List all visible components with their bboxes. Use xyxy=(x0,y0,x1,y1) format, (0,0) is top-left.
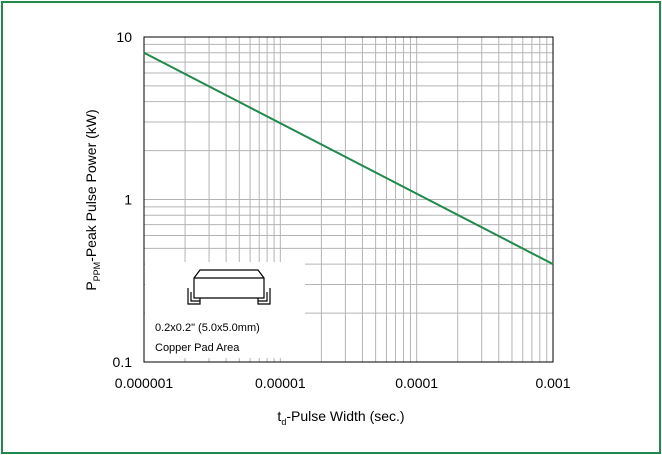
y-tick-label: 10 xyxy=(116,29,132,45)
y-axis-label-subscript: PPM xyxy=(92,262,102,282)
x-axis-label: td-Pulse Width (sec.) xyxy=(277,408,404,427)
y-axis-label-main: P xyxy=(83,281,99,290)
x-tick-labels: 0.000001 0.00001 0.0001 0.001 xyxy=(115,375,571,391)
inset-label-size: 0.2x0.2" (5.0x5.0mm) xyxy=(155,322,260,334)
x-axis-label-subscript: d xyxy=(281,417,286,427)
plot-border xyxy=(143,36,554,363)
x-axis-label-main: t xyxy=(277,408,281,424)
x-tick-label: 0.0001 xyxy=(395,375,438,391)
x-axis-label-rest: -Pulse Width (sec.) xyxy=(286,408,404,424)
x-tick-label: 0.001 xyxy=(535,375,570,391)
y-tick-labels: 10 1 0.1 xyxy=(113,29,133,370)
series-layer xyxy=(143,51,554,266)
x-tick-label: 0.000001 xyxy=(115,375,174,391)
smd-package-icon xyxy=(187,269,271,305)
y-axis-label-rest: -Peak Pulse Power (kW) xyxy=(83,109,99,261)
y-tick-label: 0.1 xyxy=(113,354,133,370)
inset-box: 0.2x0.2" (5.0x5.0mm) Copper Pad Area xyxy=(145,262,305,358)
inset-label-area: Copper Pad Area xyxy=(155,342,240,354)
y-axis-label: PPPM-Peak Pulse Power (kW) xyxy=(83,109,102,290)
x-tick-label: 0.00001 xyxy=(255,375,306,391)
series-line xyxy=(143,51,554,266)
y-tick-label: 1 xyxy=(124,192,132,208)
